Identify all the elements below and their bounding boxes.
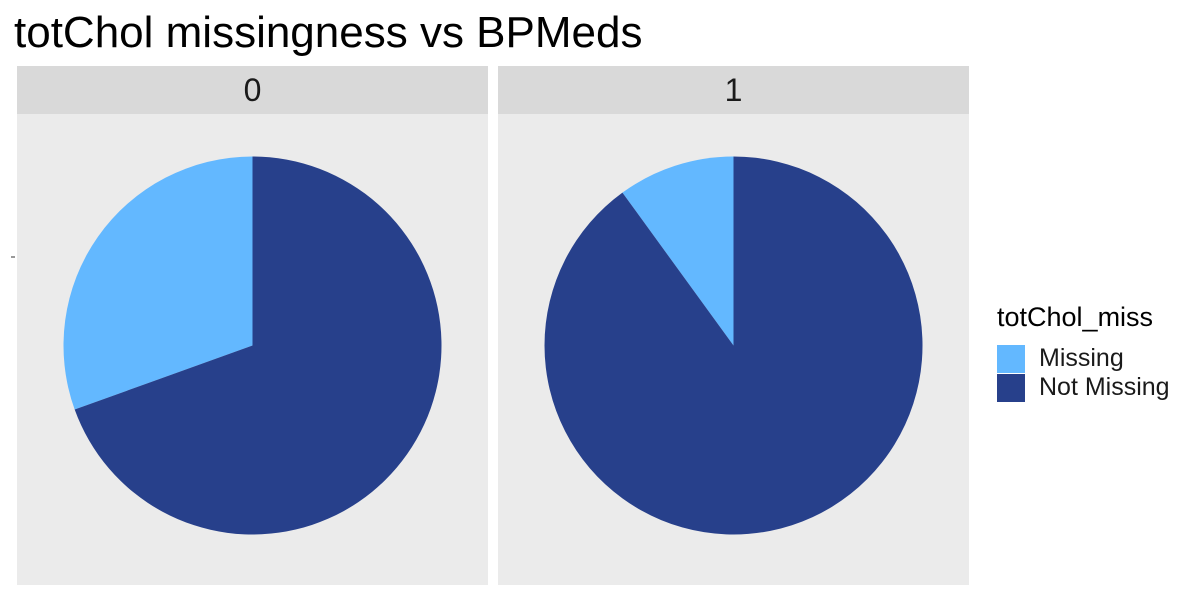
pie-slice-missing	[622, 156, 734, 346]
facet-strip	[17, 66, 488, 114]
legend-item-missing: Missing	[997, 344, 1170, 373]
legend-item-not-missing: Not Missing	[997, 373, 1170, 402]
pie-slice-not-missing	[74, 156, 442, 535]
facet-strip-label: 1	[725, 72, 743, 108]
pie-slice-not-missing	[544, 156, 923, 535]
legend-key-missing	[997, 344, 1025, 373]
legend: totChol_miss Missing Not Missing	[997, 300, 1170, 402]
facet-strip-label: 0	[244, 72, 262, 108]
legend-label-not-missing: Not Missing	[1039, 373, 1170, 401]
legend-title: totChol_miss	[997, 302, 1154, 332]
legend-label-missing: Missing	[1039, 344, 1124, 372]
pie-slice-missing	[63, 156, 253, 410]
facet-0: 0	[17, 66, 488, 585]
facet-strip	[498, 66, 969, 114]
facet-1: 1	[498, 66, 969, 585]
legend-key-not-missing	[997, 373, 1025, 402]
chart-title: totChol missingness vs BPMeds	[14, 8, 643, 57]
